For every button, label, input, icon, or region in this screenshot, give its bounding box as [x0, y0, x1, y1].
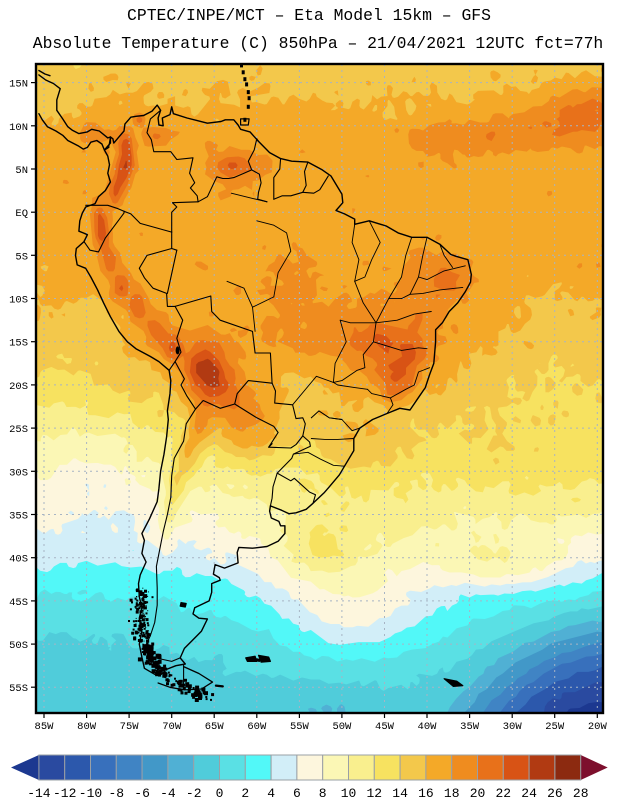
svg-text:5S: 5S	[15, 251, 28, 263]
svg-text:85W: 85W	[35, 721, 55, 733]
svg-text:15N: 15N	[9, 79, 28, 91]
svg-text:6: 6	[293, 786, 301, 800]
svg-text:40W: 40W	[418, 721, 438, 733]
svg-text:50S: 50S	[9, 640, 28, 652]
svg-text:24: 24	[521, 786, 537, 800]
svg-text:10N: 10N	[9, 122, 28, 134]
svg-text:-2: -2	[186, 786, 202, 800]
svg-text:15S: 15S	[9, 338, 28, 350]
svg-text:-8: -8	[108, 786, 124, 800]
svg-text:70W: 70W	[162, 721, 182, 733]
svg-text:22: 22	[495, 786, 511, 800]
svg-text:28: 28	[573, 786, 589, 800]
svg-text:26: 26	[547, 786, 563, 800]
svg-text:55W: 55W	[290, 721, 310, 733]
svg-text:10: 10	[341, 786, 357, 800]
svg-text:12: 12	[366, 786, 382, 800]
svg-text:30W: 30W	[503, 721, 523, 733]
svg-text:2: 2	[241, 786, 249, 800]
svg-text:5N: 5N	[15, 165, 28, 177]
svg-text:-10: -10	[79, 786, 102, 800]
svg-text:16: 16	[418, 786, 434, 800]
svg-text:25S: 25S	[9, 424, 28, 436]
svg-text:50W: 50W	[332, 721, 352, 733]
svg-text:20S: 20S	[9, 381, 28, 393]
svg-text:10S: 10S	[9, 295, 28, 307]
svg-text:55S: 55S	[9, 683, 28, 695]
svg-text:EQ: EQ	[15, 208, 28, 220]
svg-text:4: 4	[267, 786, 275, 800]
svg-text:45W: 45W	[375, 721, 395, 733]
svg-text:CPTEC/INPE/MCT – Eta Model 15: CPTEC/INPE/MCT – Eta Model 15km – GFS	[127, 6, 491, 25]
svg-text:Absolute Temperature (C) 850hP: Absolute Temperature (C) 850hPa – 21/04/…	[33, 34, 604, 53]
svg-text:30S: 30S	[9, 467, 28, 479]
svg-text:8: 8	[319, 786, 327, 800]
svg-text:75W: 75W	[120, 721, 140, 733]
svg-text:0: 0	[216, 786, 224, 800]
svg-text:35S: 35S	[9, 511, 28, 523]
svg-text:-12: -12	[53, 786, 76, 800]
svg-text:18: 18	[444, 786, 460, 800]
svg-text:60W: 60W	[247, 721, 267, 733]
svg-text:-4: -4	[160, 786, 176, 800]
svg-text:-6: -6	[134, 786, 150, 800]
svg-text:20: 20	[470, 786, 486, 800]
svg-text:14: 14	[392, 786, 408, 800]
svg-text:20W: 20W	[588, 721, 608, 733]
svg-text:45S: 45S	[9, 597, 28, 609]
svg-text:-14: -14	[27, 786, 51, 800]
svg-text:65W: 65W	[205, 721, 225, 733]
svg-text:40S: 40S	[9, 554, 28, 566]
svg-text:25W: 25W	[545, 721, 565, 733]
svg-text:80W: 80W	[77, 721, 97, 733]
svg-text:35W: 35W	[460, 721, 480, 733]
